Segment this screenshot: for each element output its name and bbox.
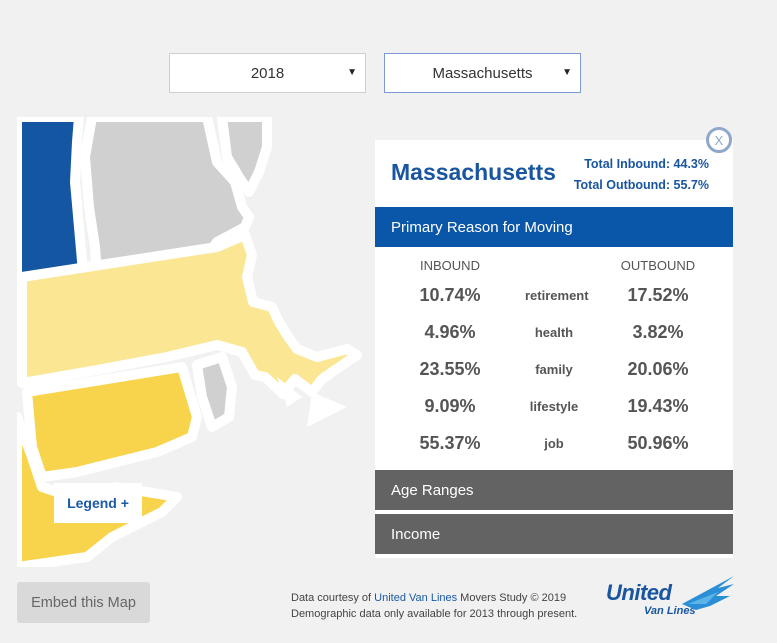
reason-label: job bbox=[544, 436, 564, 451]
united-van-lines-link[interactable]: United Van Lines bbox=[374, 592, 458, 604]
outbound-column-header: OUTBOUND bbox=[620, 257, 696, 273]
section-primary-reason[interactable]: Primary Reason for Moving bbox=[375, 207, 733, 247]
map-region-rhode-island[interactable] bbox=[192, 352, 237, 432]
reason-label: lifestyle bbox=[529, 399, 579, 414]
panel-header: Massachusetts Total Inbound: 44.3% Total… bbox=[375, 140, 733, 207]
outbound-value: 50.96% bbox=[627, 433, 689, 453]
state-details-panel: Massachusetts Total Inbound: 44.3% Total… bbox=[375, 140, 733, 558]
map-region-cape-islands bbox=[277, 377, 302, 407]
credit-prefix: Data courtesy of bbox=[291, 592, 375, 604]
inbound-column-header: INBOUND bbox=[420, 257, 480, 273]
logo-wordmark: United bbox=[606, 580, 672, 605]
data-credits: Data courtesy of United Van Lines Movers… bbox=[291, 590, 577, 622]
state-title: Massachusetts bbox=[391, 159, 556, 185]
reason-label: retirement bbox=[525, 288, 589, 303]
map-region-massachusetts[interactable] bbox=[17, 230, 362, 399]
embed-map-button[interactable]: Embed this Map bbox=[17, 582, 150, 623]
dropdown-arrow-icon: ▼ bbox=[347, 67, 357, 78]
dropdown-arrow-icon: ▼ bbox=[562, 67, 572, 78]
legend-toggle-button[interactable]: Legend + bbox=[54, 483, 142, 523]
state-select-value: Massachusetts bbox=[432, 64, 533, 82]
united-van-lines-logo: United Van Lines bbox=[606, 572, 736, 620]
reason-label: health bbox=[534, 325, 574, 340]
table-row: 55.37% job 50.96% bbox=[375, 425, 733, 462]
outbound-value: 19.43% bbox=[627, 396, 689, 416]
section-age-ranges[interactable]: Age Ranges bbox=[375, 470, 733, 510]
year-select[interactable]: 2018 ▼ bbox=[169, 53, 366, 93]
year-select-value: 2018 bbox=[250, 64, 285, 82]
close-panel-button[interactable]: X bbox=[706, 127, 732, 153]
section-income[interactable]: Income bbox=[375, 514, 733, 554]
logo-subtitle: Van Lines bbox=[644, 605, 696, 617]
credit-note: Demographic data only available for 2013… bbox=[291, 608, 578, 620]
outbound-value: 3.82% bbox=[632, 322, 684, 342]
inbound-value: 9.09% bbox=[424, 396, 476, 416]
map-region-maine[interactable] bbox=[217, 117, 272, 197]
totals: Total Inbound: 44.3% Total Outbound: 55.… bbox=[574, 154, 709, 196]
outbound-value: 17.52% bbox=[627, 285, 689, 305]
outbound-value: 20.06% bbox=[627, 359, 689, 379]
table-row: 9.09% lifestyle 19.43% bbox=[375, 388, 733, 425]
close-icon: X bbox=[714, 132, 724, 148]
inbound-value: 55.37% bbox=[419, 433, 481, 453]
map-region-vermont[interactable] bbox=[17, 117, 88, 294]
inbound-value: 23.55% bbox=[419, 359, 481, 379]
inbound-value: 4.96% bbox=[424, 322, 476, 342]
eagle-wing-icon bbox=[682, 576, 734, 610]
credit-suffix: Movers Study © 2019 bbox=[457, 592, 567, 604]
map-region-nantucket bbox=[307, 392, 347, 427]
total-outbound: Total Outbound: 55.7% bbox=[573, 178, 709, 192]
total-inbound: Total Inbound: 44.3% bbox=[584, 157, 709, 171]
reason-table: INBOUND OUTBOUND 10.74% retirement 17.52… bbox=[375, 247, 733, 470]
table-row: 10.74% retirement 17.52% bbox=[375, 277, 733, 314]
state-select[interactable]: Massachusetts ▼ bbox=[384, 53, 581, 93]
table-row: 4.96% health 3.82% bbox=[375, 314, 733, 351]
reason-table-header: INBOUND OUTBOUND bbox=[375, 253, 733, 277]
table-row: 23.55% family 20.06% bbox=[375, 351, 733, 388]
inbound-value: 10.74% bbox=[419, 285, 481, 305]
reason-label: family bbox=[535, 362, 573, 377]
